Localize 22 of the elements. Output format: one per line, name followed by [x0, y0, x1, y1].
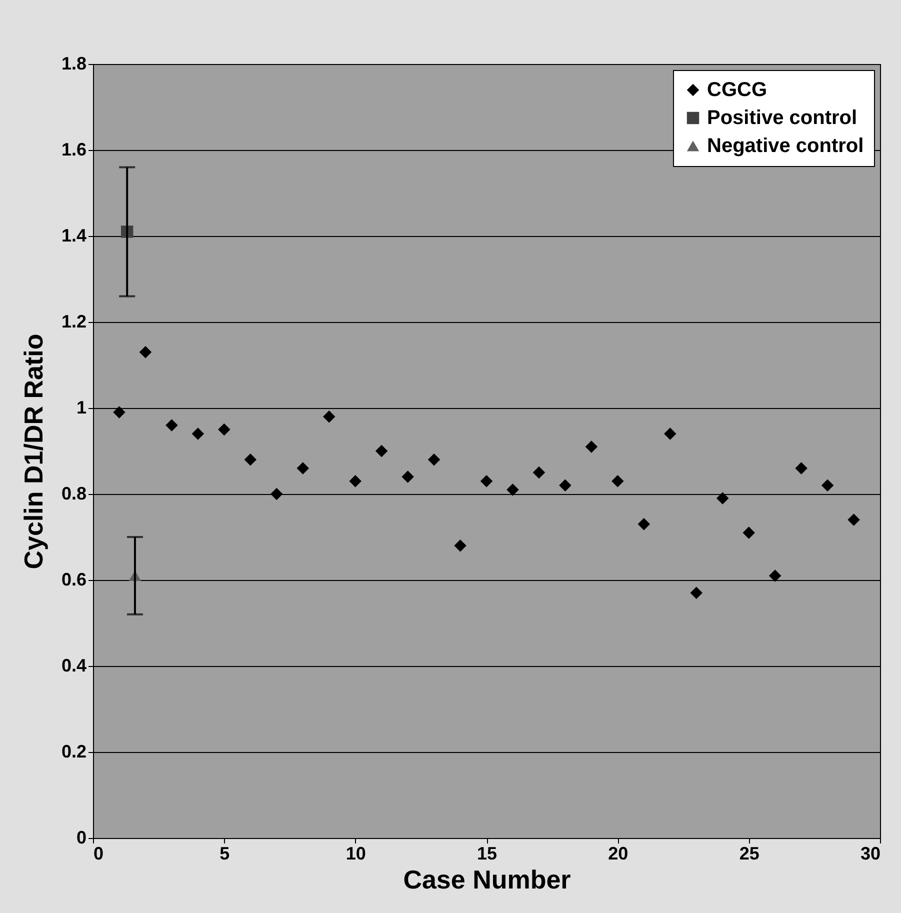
y-tick-label: 1.8 — [61, 54, 86, 74]
y-tick-label: 1 — [76, 398, 86, 418]
legend-label: Positive control — [707, 107, 858, 129]
legend-label: CGCG — [707, 79, 767, 101]
x-tick-label: 10 — [346, 844, 366, 864]
x-tick-label: 30 — [860, 844, 880, 864]
y-tick-label: 1.2 — [61, 312, 86, 332]
y-tick-label: 1.6 — [61, 140, 86, 160]
y-tick-label: 1.4 — [61, 226, 86, 246]
x-tick-label: 20 — [608, 844, 628, 864]
y-tick-label: 0 — [76, 828, 86, 848]
x-axis-title: Case Number — [403, 864, 571, 894]
y-tick-label: 0.8 — [61, 484, 86, 504]
y-tick-label: 0.6 — [61, 570, 86, 590]
y-tick-label: 0.2 — [61, 742, 86, 762]
y-tick-label: 0.4 — [61, 656, 86, 676]
x-tick-label: 25 — [739, 844, 760, 864]
x-tick-label: 5 — [220, 844, 230, 864]
x-tick-label: 15 — [476, 844, 498, 864]
x-tick-label: 0 — [94, 844, 104, 864]
y-axis-title: Cyclin D1/DR Ratio — [18, 334, 48, 570]
legend-label: Negative control — [707, 135, 864, 157]
